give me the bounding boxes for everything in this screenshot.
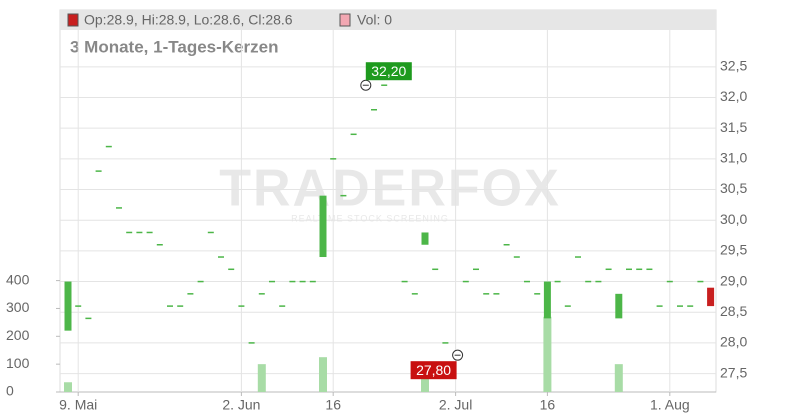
annotation-label: 32,20 (371, 63, 406, 79)
y-tick-label: 30,0 (720, 211, 747, 227)
x-tick-label: 2. Jul (439, 397, 472, 413)
volume-bar (64, 382, 72, 392)
y-tick-label: 29,0 (720, 272, 747, 288)
volume-bar (614, 364, 623, 392)
y2-tick-label: 100 (6, 355, 30, 371)
annotation-box (365, 62, 412, 81)
volume-bar (319, 357, 327, 392)
y2-tick-label: 400 (6, 271, 30, 287)
x-tick-label: 9. Mai (59, 397, 97, 413)
y-tick-label: 27,5 (720, 364, 747, 380)
y-tick-label: 29,5 (720, 242, 747, 258)
annotation-label: 27,80 (416, 362, 451, 378)
y2-tick-label: 0 (6, 383, 14, 399)
legend-text: Op:28.9, Hi:28.9, Lo:28.6, Cl:28.6 (84, 12, 293, 28)
candle (421, 232, 429, 245)
candle (64, 281, 72, 331)
x-tick-label: 16 (540, 397, 556, 413)
y-tick-label: 31,5 (720, 119, 747, 135)
y-tick-label: 32,5 (720, 58, 747, 74)
candle (319, 195, 327, 258)
y-tick-label: 32,0 (720, 88, 747, 104)
volume-legend: Vol: 0 (357, 12, 392, 28)
y-tick-label: 30,5 (720, 180, 747, 196)
y-tick-label: 31,0 (720, 150, 747, 166)
legend-bar (60, 10, 716, 30)
chart-title: 3 Monate, 1-Tages-Kerzen (70, 37, 278, 56)
y2-tick-label: 300 (6, 299, 30, 315)
volume-bar (421, 378, 429, 392)
volume-bar (257, 364, 266, 392)
y-tick-label: 28,0 (720, 334, 747, 350)
legend-swatch (67, 13, 79, 27)
candle (707, 287, 715, 307)
x-tick-label: 1. Aug (650, 397, 690, 413)
watermark: TRADERFOX (219, 160, 561, 218)
y-tick-label: 28,5 (720, 303, 747, 319)
candle (543, 281, 551, 319)
y2-tick-label: 200 (6, 327, 30, 343)
candle (615, 293, 623, 319)
watermark-subtitle: REALTIME STOCK SCREENING (291, 213, 449, 223)
legend-swatch (339, 13, 351, 27)
annotation-box (410, 361, 457, 380)
x-tick-label: 16 (325, 397, 341, 413)
volume-bar (543, 316, 552, 392)
x-tick-label: 2. Jun (222, 397, 260, 413)
